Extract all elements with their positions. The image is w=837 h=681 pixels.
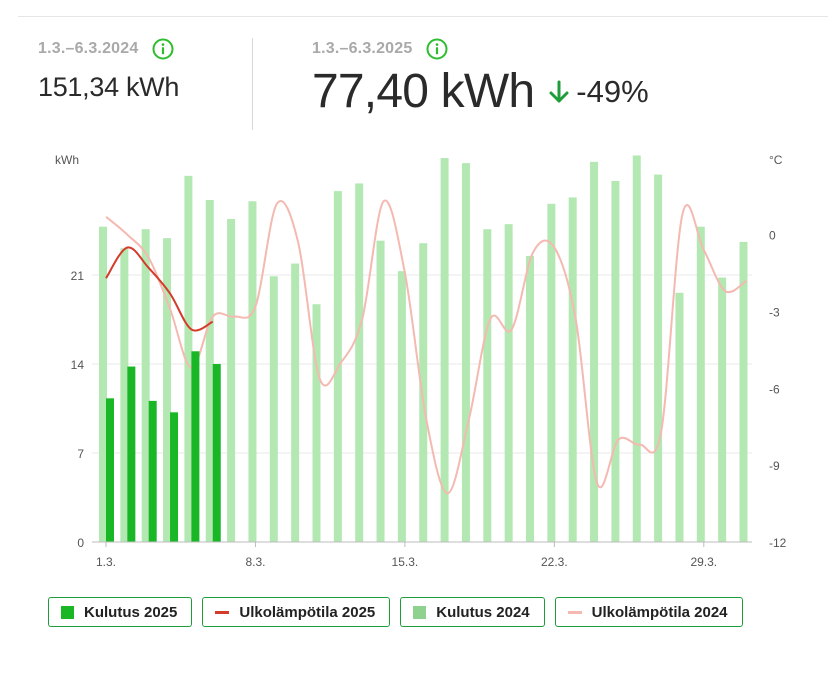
bar-2024 — [504, 224, 513, 542]
y-right-tick-label: -3 — [769, 305, 780, 319]
bar-2024 — [184, 175, 193, 543]
bar-2024 — [99, 226, 107, 542]
bar-2024 — [376, 240, 385, 542]
bar-2025 — [191, 351, 200, 542]
previous-period-value: 151,34 kWh — [38, 72, 180, 102]
x-tick-label: 1.3. — [96, 555, 116, 569]
summary-divider — [252, 38, 253, 130]
y-right-tick-label: -9 — [769, 459, 780, 473]
bar-2024 — [120, 248, 129, 543]
bar-2024 — [461, 163, 470, 542]
bar-2025 — [106, 398, 114, 542]
bar-2024 — [269, 276, 278, 542]
legend-item[interactable]: Kulutus 2024 — [400, 597, 545, 627]
chart-legend: Kulutus 2025 Ulkolämpötila 2025 Kulutus 20… — [48, 597, 753, 627]
bar-2024 — [141, 229, 150, 542]
current-period-label: 1.3.–6.3.2025 — [312, 40, 413, 57]
bar-2024 — [419, 243, 428, 542]
bar-2024 — [312, 304, 321, 542]
info-icon[interactable] — [152, 38, 174, 60]
bar-2024 — [590, 161, 599, 542]
bar-2024 — [205, 199, 214, 542]
legend-swatch — [413, 605, 427, 619]
bar-2025 — [127, 366, 136, 542]
bar-2024 — [397, 271, 406, 542]
current-period-summary: 1.3.–6.3.2025 77,40 kWh -49% — [312, 38, 649, 119]
bar-2024 — [440, 158, 449, 542]
legend-swatch — [61, 605, 74, 619]
consumption-chart: kWh °C 0 7 14 21 0 -3 -6 -9 -12 1.3. 8.3. 15.3. 22.3. 2… — [55, 153, 787, 569]
x-tick-label: 29.3. — [690, 555, 717, 569]
legend-swatch — [215, 610, 230, 614]
y-left-tick-label: 0 — [77, 536, 84, 550]
bar-2024 — [291, 263, 300, 542]
bar-2024 — [675, 292, 684, 542]
legend-item[interactable]: Kulutus 2025 — [48, 597, 193, 627]
bar-2024 — [611, 180, 620, 542]
previous-period-label: 1.3.–6.3.2024 — [38, 40, 139, 57]
legend-label: Ulkolämpötila 2025 — [239, 603, 376, 621]
y-right-tick-label: -6 — [769, 382, 780, 396]
info-icon[interactable] — [426, 38, 448, 60]
y-left-axis-label: kWh — [55, 153, 79, 167]
y-right-axis-label: °C — [769, 153, 783, 167]
bar-2024 — [227, 219, 236, 543]
x-tick-label: 15.3. — [392, 555, 419, 569]
y-right-tick-label: -12 — [769, 536, 787, 550]
change-percentage: -49% — [576, 73, 649, 109]
bar-2024 — [568, 197, 577, 542]
y-left-tick-label: 14 — [71, 358, 85, 372]
arrow-down-icon — [548, 79, 570, 105]
x-tick-label: 22.3. — [541, 555, 568, 569]
bar-2024 — [632, 155, 641, 542]
legend-item[interactable]: Ulkolämpötila 2024 — [554, 597, 743, 627]
current-period-value: 77,40 kWh — [312, 65, 535, 118]
temperature-line-2025 — [105, 246, 214, 332]
bar-2024 — [355, 183, 364, 542]
legend-item[interactable]: Ulkolämpötila 2025 — [202, 597, 391, 627]
y-left-tick-label: 7 — [77, 447, 84, 461]
bar-2024 — [526, 255, 534, 542]
bar-2025 — [148, 400, 157, 542]
bar-2024 — [483, 229, 492, 542]
bar-2024 — [739, 241, 748, 542]
bar-2024 — [654, 174, 663, 543]
bar-2024 — [696, 226, 705, 542]
bar-2024 — [248, 201, 257, 542]
legend-label: Kulutus 2024 — [436, 603, 530, 621]
y-right-tick-label: 0 — [769, 229, 776, 243]
bar-2025 — [170, 412, 179, 542]
bar-2024 — [547, 203, 556, 543]
legend-label: Ulkolämpötila 2024 — [591, 603, 728, 621]
bar-2025 — [212, 364, 221, 542]
bar-2024 — [718, 277, 727, 542]
top-divider — [18, 16, 828, 17]
temperature-line-2024 — [105, 199, 748, 495]
legend-label: Kulutus 2025 — [84, 603, 178, 621]
legend-swatch — [567, 610, 582, 614]
x-tick-label: 8.3. — [245, 555, 265, 569]
previous-period-summary: 1.3.–6.3.2024 151,34 kWh — [38, 38, 179, 103]
y-left-tick-label: 21 — [71, 269, 85, 283]
bar-2024 — [163, 238, 172, 542]
